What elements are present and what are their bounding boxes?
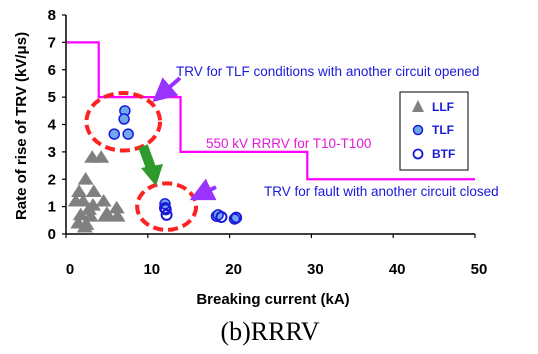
figure-caption: (b)RRRV	[220, 317, 319, 346]
btf-point	[230, 211, 243, 224]
x-tick-label: 40	[389, 261, 406, 278]
y-tick-label: 6	[48, 62, 56, 79]
x-tick-label: 30	[307, 261, 324, 278]
highlight-circle	[84, 91, 163, 153]
x-tick-label: 50	[471, 261, 488, 278]
llf-point	[75, 193, 92, 207]
tick-labels: 0 1 2 3 4 5 6 7 8 0 10 20 30 40 50	[48, 7, 488, 278]
llf-point	[93, 150, 110, 163]
legend-btf-label: BTF	[432, 147, 455, 161]
legend: LLF TLF BTF	[399, 91, 469, 171]
llf-point	[109, 209, 126, 222]
x-tick-label: 0	[66, 261, 74, 278]
data-points	[67, 105, 243, 233]
legend-box	[399, 91, 469, 171]
annotation-tlf-opened: TRV for TLF conditions with another circ…	[176, 64, 479, 79]
annotation-fault-closed: TRV for fault with another circuit close…	[264, 184, 499, 199]
tlf-point	[108, 128, 121, 140]
y-tick-label: 4	[48, 117, 57, 134]
rrrv-label: 550 kV RRRV for T10-T100	[206, 136, 371, 151]
llf-point	[95, 193, 112, 207]
btf-point	[160, 208, 173, 221]
legend-tlf-label: TLF	[432, 123, 454, 137]
llf-point	[77, 172, 94, 185]
green-arrow	[138, 144, 163, 186]
tlf-point	[118, 113, 130, 125]
annotation-arrow-lower	[189, 178, 217, 201]
y-tick-label: 1	[48, 199, 56, 216]
btf-point	[215, 211, 228, 224]
llf-point	[97, 209, 114, 222]
legend-llf-marker	[412, 100, 424, 112]
y-tick-label: 3	[48, 144, 56, 161]
legend-llf-label: LLF	[432, 100, 454, 114]
rrrv-step-line	[66, 41, 475, 181]
y-tick-label: 8	[48, 7, 56, 24]
y-axis-title: Rate of rise of TRV (kV/μs)	[13, 32, 30, 220]
x-axis-title: Breaking current (kA)	[196, 291, 349, 308]
highlight-circles	[84, 91, 199, 232]
llf-point	[80, 202, 97, 215]
llf-point	[85, 184, 102, 197]
llf-point	[71, 184, 88, 197]
x-tick-label: 10	[143, 261, 160, 278]
axes	[62, 14, 476, 238]
llf-point	[76, 219, 93, 233]
legend-tlf-marker	[412, 124, 424, 136]
highlight-circle	[135, 181, 199, 232]
llf-point	[108, 200, 125, 214]
y-tick-label: 5	[48, 89, 56, 106]
y-tick-label: 7	[48, 34, 56, 51]
legend-btf-marker	[412, 148, 424, 160]
rrrv-limit-line	[66, 41, 475, 181]
y-tick-label: 0	[48, 226, 56, 243]
llf-point	[72, 207, 89, 221]
tlf-point	[122, 128, 134, 140]
annotation-arrow-upper	[152, 76, 182, 103]
y-tick-label: 2	[48, 171, 56, 188]
btf-point	[158, 201, 171, 214]
x-tick-label: 20	[225, 261, 242, 278]
